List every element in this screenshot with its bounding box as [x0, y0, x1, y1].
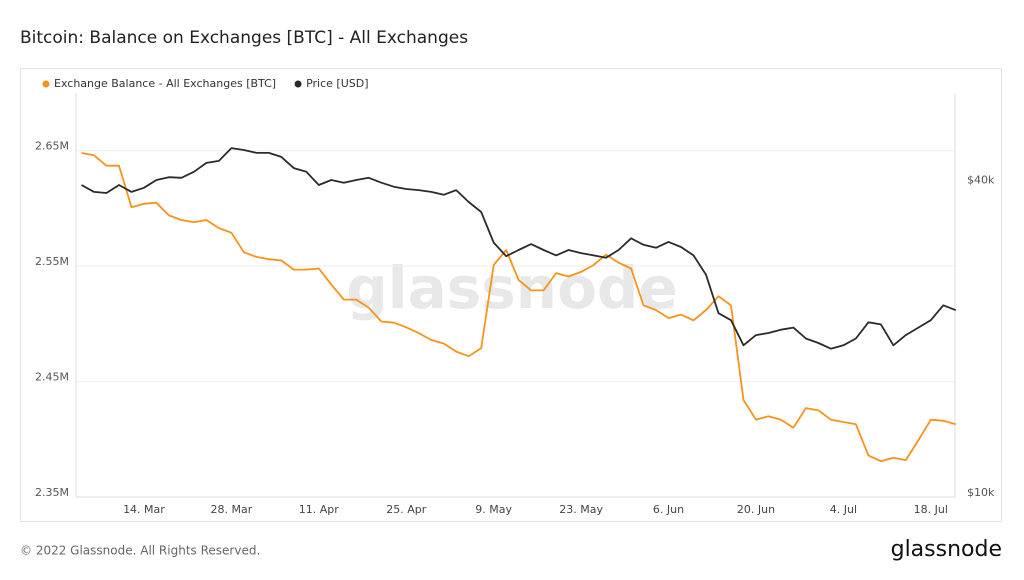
x-tick-label: 4. Jul — [830, 503, 857, 516]
series-line — [81, 152, 957, 463]
logo: glassnode — [891, 537, 1002, 562]
x-tick-label: 28. Mar — [211, 503, 253, 516]
x-tick-label: 23. May — [559, 503, 603, 516]
y2-tick-label: $10k — [967, 486, 995, 499]
x-tick-label: 6. Jun — [653, 503, 684, 516]
y-tick-label: 2.45M — [35, 371, 69, 384]
x-tick-label: 25. Apr — [386, 503, 426, 516]
legend-marker — [42, 80, 50, 88]
y-tick-label: 2.55M — [35, 255, 69, 268]
x-tick-label: 18. Jul — [914, 503, 948, 516]
legend-label: Exchange Balance - All Exchanges [BTC] — [54, 77, 276, 90]
y-tick-label: 2.65M — [35, 140, 69, 153]
x-tick-label: 14. Mar — [123, 503, 165, 516]
series-line — [81, 147, 957, 350]
footer: © 2022 Glassnode. All Rights Reserved. — [20, 544, 260, 558]
chart-frame — [20, 68, 1002, 522]
y-tick-label: 2.35M — [35, 486, 69, 499]
x-tick-label: 9. May — [475, 503, 512, 516]
legend-label: Price [USD] — [306, 77, 368, 90]
x-tick-label: 11. Apr — [299, 503, 339, 516]
chart-title: Bitcoin: Balance on Exchanges [BTC] - Al… — [20, 28, 468, 48]
legend-marker — [294, 80, 302, 88]
x-tick-label: 20. Jun — [737, 503, 775, 516]
y2-tick-label: $40k — [967, 173, 995, 186]
